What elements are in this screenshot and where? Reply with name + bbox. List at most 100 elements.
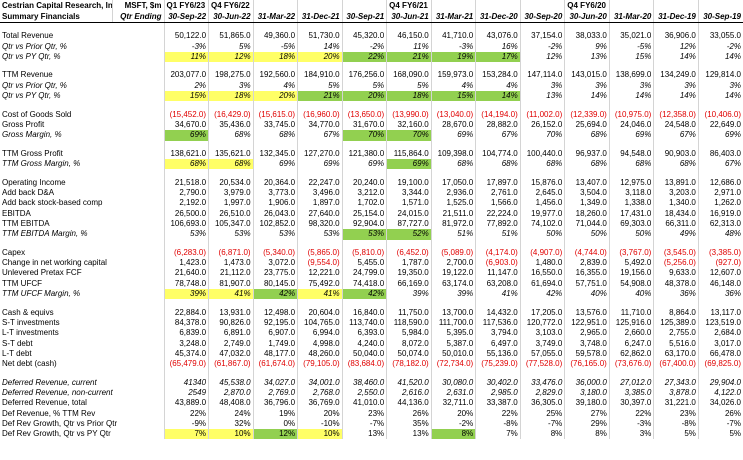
value-cell: 12,221.0 [297, 268, 343, 279]
value-cell: 3,344.0 [386, 188, 432, 199]
value-cell: 49% [653, 229, 699, 240]
value-cell: 34,027.0 [252, 377, 298, 388]
value-cell: 2,684.0 [697, 328, 743, 339]
value-cell: 24,015.0 [386, 208, 432, 219]
value-cell: 3,072.0 [252, 258, 298, 269]
value-cell: 48,260.0 [297, 348, 343, 360]
spacer [475, 299, 521, 308]
value-cell: 68% [564, 159, 610, 170]
value-cell: (76,165.0) [564, 359, 610, 370]
value-cell: 24,548.0 [653, 119, 699, 131]
value-cell: 36,906.0 [653, 31, 699, 42]
value-cell: 168,090.0 [386, 70, 432, 81]
value-cell: (14,194.0) [475, 109, 521, 120]
value-cell: 78,748.0 [163, 278, 209, 290]
value-cell: 51,730.0 [297, 31, 343, 42]
value-cell: 25% [519, 408, 565, 419]
value-cell: 127,270.0 [297, 148, 343, 160]
value-cell: 28,882.0 [475, 119, 521, 131]
value-cell: (15,452.0) [163, 109, 209, 120]
value-cell: 2,965.0 [564, 328, 610, 339]
row-label: TTM Gross Margin, % [2, 159, 81, 169]
value-cell: 77,892.0 [475, 218, 521, 230]
value-cell: 69% [697, 130, 743, 141]
value-cell: (10,975.0) [608, 109, 654, 120]
spacer [163, 169, 209, 178]
row: Capex (6,283.0) (6,871.0) (5,340.0) (5,865.0… [0, 247, 743, 259]
row [0, 169, 743, 178]
value-cell: (16,429.0) [208, 109, 254, 120]
value-cell: 4,240.0 [341, 338, 387, 349]
value-cell: 33,476.0 [519, 377, 565, 388]
value-cell: 17,205.0 [519, 307, 565, 318]
row-label: Def Rev Growth, Qtr vs PY Qtr [2, 429, 111, 439]
spacer [519, 101, 565, 110]
value-cell: (5,089.0) [430, 247, 476, 259]
value-cell: 45,538.0 [208, 377, 254, 388]
spacer [252, 62, 298, 71]
row: TTM EBITDA Margin, % 53% 53% 53% 53% 53% 52% 51… [0, 229, 743, 240]
value-cell: 14% [653, 91, 699, 102]
value-cell: 66,169.0 [386, 278, 432, 290]
value-cell: 2,660.0 [608, 328, 654, 339]
value-cell: 4% [430, 80, 476, 92]
value-cell: 66,478.0 [697, 348, 743, 360]
value-cell: 19% [430, 51, 476, 63]
value-cell: 48,408.0 [208, 398, 254, 409]
value-cell: (61,867.0) [208, 359, 254, 370]
value-cell: 29% [564, 418, 610, 430]
period: 31-Mar-21 [430, 11, 476, 23]
value-cell: 1,787.0 [386, 258, 432, 269]
value-cell: 96,937.0 [564, 148, 610, 160]
spacer [163, 239, 209, 248]
value-cell: -3% [608, 418, 654, 430]
value-cell: 117,536.0 [475, 317, 521, 329]
period-caption: Qtr Ending [111, 11, 164, 23]
spacer [297, 101, 343, 110]
value-cell: 66,311.0 [653, 218, 699, 230]
value-cell: 17,897.0 [475, 177, 521, 189]
row: Net debt (cash) (65,479.0) (61,867.0) (61,6… [0, 359, 743, 370]
row: Change in net working capital 1,423.0 1,47… [0, 258, 743, 269]
value-cell: 18% [252, 51, 298, 63]
value-cell: (67,400.0) [653, 359, 699, 370]
spacer [475, 140, 521, 149]
value-cell: 50% [564, 229, 610, 240]
row-label: Gross Profit [2, 119, 45, 129]
value-cell: 1,262.0 [697, 198, 743, 209]
row-label: Deferred Revenue, current [2, 377, 97, 387]
value-cell: 4,122.0 [697, 387, 743, 399]
value-cell: 32,160.0 [386, 119, 432, 131]
row: Def Rev Growth, Qtr vs Prior Qtr -9% 32% 0%… [0, 418, 743, 430]
value-cell: 70% [519, 130, 565, 141]
spacer [653, 22, 699, 32]
value-cell: 36,796.0 [252, 398, 298, 409]
spacer [430, 169, 476, 178]
value-cell: 68% [519, 159, 565, 170]
spacer [653, 299, 699, 308]
value-cell: 9,633.0 [653, 268, 699, 279]
value-cell: 20,364.0 [252, 177, 298, 189]
value-cell: 2,870.0 [208, 387, 254, 399]
value-cell: 75,492.0 [297, 278, 343, 290]
value-cell: 20% [297, 51, 343, 63]
spacer [208, 239, 254, 248]
row: Cestrian Capital Research, Inc MSFT, $m Q1… [0, 0, 743, 11]
value-cell: 41,520.0 [386, 377, 432, 388]
value-cell: 3,496.0 [297, 188, 343, 199]
value-cell: 43,076.0 [475, 31, 521, 42]
spacer [386, 169, 432, 178]
value-cell: 86,403.0 [697, 148, 743, 160]
value-cell: 57,055.0 [519, 348, 565, 360]
value-cell: 36,305.0 [519, 398, 565, 409]
value-cell: 34,770.0 [297, 119, 343, 131]
value-cell: 41% [475, 289, 521, 300]
value-cell: 63,170.0 [653, 348, 699, 360]
spacer [519, 299, 565, 308]
value-cell: 21,511.0 [430, 208, 476, 219]
row: Gross Profit 34,670.0 35,436.0 33,745.0 34,7… [0, 119, 743, 131]
value-cell: 63,174.0 [430, 278, 476, 290]
value-cell: 14% [697, 91, 743, 102]
value-cell: 14% [697, 51, 743, 63]
